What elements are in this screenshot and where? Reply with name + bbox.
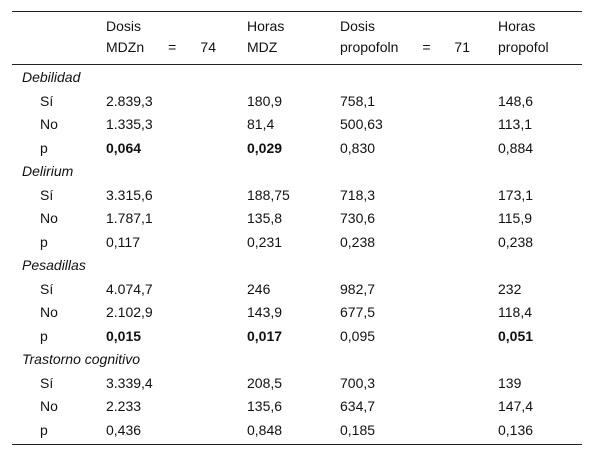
header-cell: Horas xyxy=(247,18,285,34)
cell: 118,4 xyxy=(498,304,532,320)
cell: 115,9 xyxy=(498,210,532,226)
cell: 81,4 xyxy=(247,116,275,132)
cell: 0,117 xyxy=(106,233,140,250)
cell: 0,238 xyxy=(340,233,376,250)
cell: 730,6 xyxy=(340,210,376,226)
group-label: Delirium xyxy=(22,163,74,179)
cell: 0,017 xyxy=(247,327,283,344)
group-label: Pesadillas xyxy=(22,257,86,273)
cell: 0,051 xyxy=(498,327,534,344)
cell: 677,5 xyxy=(340,304,376,320)
cell: 500,63 xyxy=(340,116,383,132)
group-label: Debilidad xyxy=(22,69,81,85)
cell: 246 xyxy=(247,280,271,297)
row-label: Sí xyxy=(40,92,54,109)
cell: 113,1 xyxy=(498,116,532,132)
cell: 232 xyxy=(498,280,522,297)
row-label: Sí xyxy=(40,374,54,391)
cell: 0,238 xyxy=(498,233,534,250)
row-label: No xyxy=(40,210,58,226)
row-label: Sí xyxy=(40,186,54,203)
header-cell: MDZn = 74 xyxy=(106,39,216,55)
row-label: p xyxy=(40,233,48,250)
cell: 4.074,7 xyxy=(106,280,153,297)
bottom-rule xyxy=(12,444,582,445)
header-cell: Horas xyxy=(498,18,536,34)
cell: 208,5 xyxy=(247,374,283,391)
cell: 0,830 xyxy=(340,139,376,156)
cell: 148,6 xyxy=(498,92,534,109)
header-cell: propofoln = 71 xyxy=(340,39,470,55)
cell: 700,3 xyxy=(340,374,376,391)
cell: 0,136 xyxy=(498,421,534,438)
cell: 1.787,1 xyxy=(106,210,153,226)
row-label: No xyxy=(40,304,58,320)
cell: 143,9 xyxy=(247,304,283,320)
row-label: p xyxy=(40,421,48,438)
row-label: p xyxy=(40,327,48,344)
cell: 3.339,4 xyxy=(106,374,153,391)
cell: 0,185 xyxy=(340,421,376,438)
row-label: Sí xyxy=(40,280,54,297)
cell: 0,095 xyxy=(340,327,376,344)
cell: 3.315,6 xyxy=(106,186,153,203)
cell: 173,1 xyxy=(498,186,534,203)
top-rule xyxy=(12,11,582,12)
cell: 758,1 xyxy=(340,92,376,109)
cell: 2.839,3 xyxy=(106,92,153,109)
cell: 1.335,3 xyxy=(106,116,153,132)
cell: 188,75 xyxy=(247,186,290,203)
header-cell: MDZ xyxy=(247,39,278,55)
cell: 718,3 xyxy=(340,186,376,203)
cell: 0,029 xyxy=(247,139,283,156)
header-cell: propofol xyxy=(498,39,549,55)
row-label: p xyxy=(40,139,48,156)
group-label: Trastorno cognitivo xyxy=(22,351,141,367)
cell: 147,4 xyxy=(498,398,534,414)
cell: 0,015 xyxy=(106,327,142,344)
cell: 0,231 xyxy=(247,233,283,250)
row-label: No xyxy=(40,398,58,414)
header-rule xyxy=(12,64,582,65)
header-cell: Dosis xyxy=(106,18,142,34)
cell: 0,064 xyxy=(106,139,142,156)
cell: 180,9 xyxy=(247,92,283,109)
cell: 0,848 xyxy=(247,421,283,438)
cell: 0,884 xyxy=(498,139,534,156)
row-label: No xyxy=(40,116,58,132)
cell: 2.233 xyxy=(106,398,142,414)
cell: 982,7 xyxy=(340,280,376,297)
cell: 0,436 xyxy=(106,421,142,438)
cell: 135,8 xyxy=(247,210,283,226)
cell: 135,6 xyxy=(247,398,283,414)
header-cell: Dosis xyxy=(340,18,376,34)
cell: 634,7 xyxy=(340,398,376,414)
cell: 2.102,9 xyxy=(106,304,153,320)
cell: 139 xyxy=(498,374,522,391)
